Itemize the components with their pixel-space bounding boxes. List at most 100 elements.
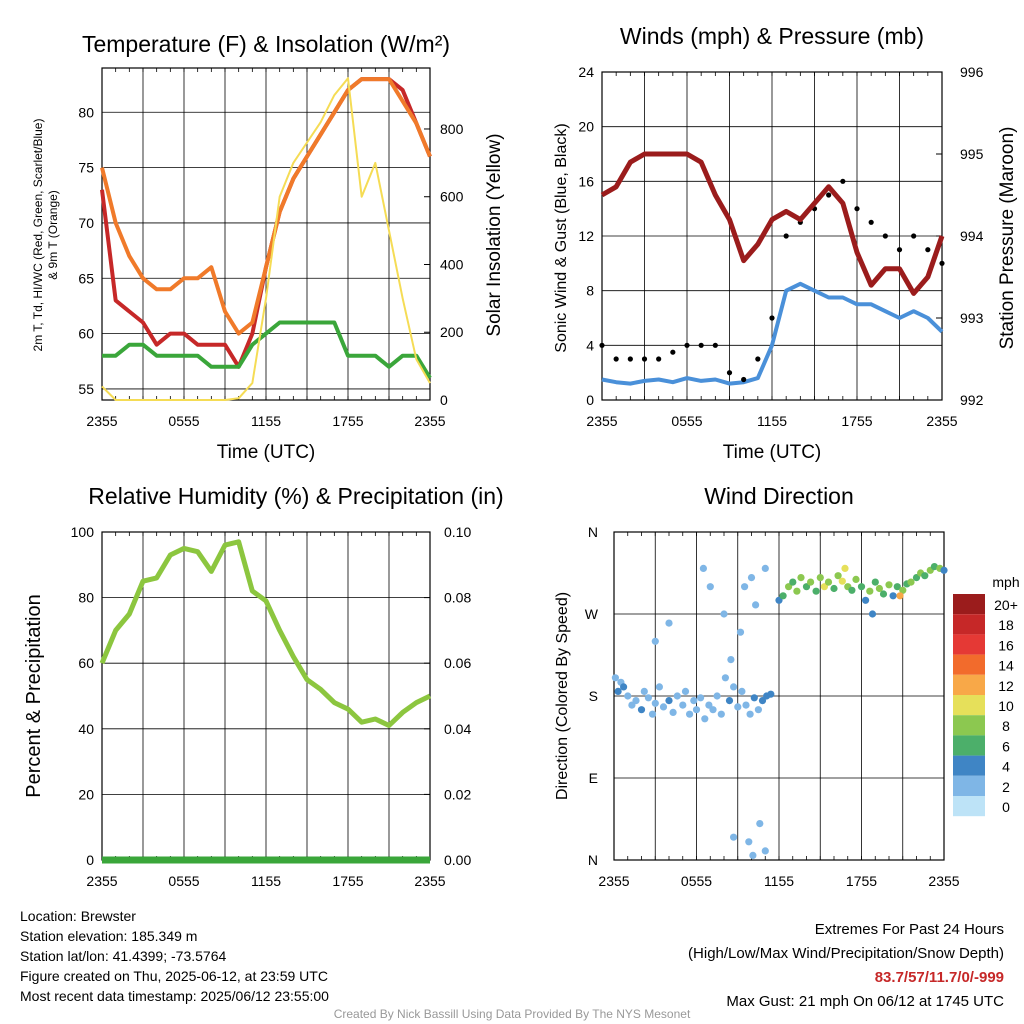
y-tick-label-w: 16 xyxy=(578,173,594,189)
legend-label: 20+ xyxy=(994,597,1018,613)
direction-point xyxy=(747,574,756,582)
x-tick-label-w: 0555 xyxy=(671,413,702,429)
legend-label: 14 xyxy=(998,658,1014,674)
legend-swatch xyxy=(953,695,985,716)
series-line-pressure xyxy=(600,151,945,296)
direction-point xyxy=(706,583,714,591)
elevation-text: Station elevation: 185.349 m xyxy=(20,928,198,944)
x-tick-label-t: 1155 xyxy=(251,413,281,429)
y-tick-label-w: 0 xyxy=(586,392,594,408)
direction-point xyxy=(742,701,750,709)
panel-title-temperature: Temperature (F) & Insolation (W/m²) xyxy=(82,31,450,57)
direction-point xyxy=(637,706,646,714)
y-tick-label-h: 80 xyxy=(78,590,94,606)
x-tick-label-w: 2355 xyxy=(586,413,617,429)
direction-point xyxy=(838,577,846,585)
y2-axis-label-w: Station Pressure (Maroon) xyxy=(997,127,1018,350)
direction-point xyxy=(899,586,907,594)
direction-point xyxy=(862,596,870,604)
gust-point xyxy=(896,247,903,253)
y-tick-label-t: 70 xyxy=(78,215,94,231)
direction-point xyxy=(721,674,730,682)
y-axis-label-t2: & 9m T (Orange) xyxy=(46,190,60,280)
x-tick-label-t: 2355 xyxy=(414,413,445,429)
direction-point xyxy=(802,583,811,591)
direction-point xyxy=(717,710,725,718)
y2-tick-label-t: 800 xyxy=(440,121,464,137)
direction-point xyxy=(857,583,866,591)
direction-point xyxy=(686,710,694,718)
direction-point xyxy=(727,656,735,664)
gust-point xyxy=(826,192,832,198)
y2-tick-label-w: 995 xyxy=(960,146,984,162)
direction-point xyxy=(830,584,838,593)
y2-tick-label-h: 0.00 xyxy=(444,852,471,868)
direction-point xyxy=(699,564,708,573)
direction-point xyxy=(841,564,849,573)
direction-point xyxy=(705,701,713,709)
direction-point xyxy=(681,687,690,696)
extremes-values: 83.7/57/11.7/0/-999 xyxy=(874,969,1004,986)
gust-point xyxy=(656,356,662,362)
x-tick-label-w: 2355 xyxy=(926,413,957,429)
legend-title: mph xyxy=(992,574,1019,590)
direction-point xyxy=(866,587,874,595)
gust-point xyxy=(925,247,931,253)
direction-point xyxy=(651,699,659,707)
y-axis-label-w: Sonic Wind & Gust (Blue, Black) xyxy=(553,123,570,352)
legend-swatch xyxy=(953,796,985,817)
gust-point xyxy=(670,349,676,355)
gust-point xyxy=(911,233,917,239)
y2-tick-label-h: 0.04 xyxy=(444,721,471,737)
direction-point xyxy=(692,706,701,714)
direction-point xyxy=(669,708,677,717)
y-tick-label-d: S xyxy=(589,688,598,704)
legend-label: 8 xyxy=(1002,718,1010,734)
direction-point xyxy=(632,697,640,705)
direction-point xyxy=(834,572,842,580)
y-tick-label-d: N xyxy=(588,852,598,868)
series-line-t-1 xyxy=(100,77,432,336)
direction-point xyxy=(614,687,622,696)
gust-point xyxy=(698,342,704,348)
direction-point xyxy=(848,586,856,594)
direction-point xyxy=(651,637,659,645)
direction-point xyxy=(725,697,734,705)
y2-tick-label-t: 400 xyxy=(440,256,464,272)
direction-point xyxy=(885,581,893,589)
direction-point xyxy=(741,583,749,591)
direction-point xyxy=(690,697,698,705)
y-tick-label-t: 55 xyxy=(78,381,94,397)
legend-swatch xyxy=(953,614,985,635)
direction-point xyxy=(868,610,877,618)
y2-tick-label-w: 996 xyxy=(960,64,984,80)
y-tick-label-d: E xyxy=(589,770,598,786)
x-tick-label-d: 1755 xyxy=(846,873,877,889)
direction-point xyxy=(879,590,888,598)
direction-point xyxy=(648,710,657,718)
x-tick-label-d: 2355 xyxy=(928,873,959,889)
x-tick-label-h: 1755 xyxy=(332,873,363,889)
direction-point xyxy=(912,574,921,582)
panel-title-winds: Winds (mph) & Pressure (mb) xyxy=(620,23,924,49)
y2-tick-label-h: 0.02 xyxy=(444,786,471,802)
direction-point xyxy=(930,563,939,571)
y-tick-label-h: 60 xyxy=(78,655,94,671)
direction-point xyxy=(875,584,884,593)
series-line-t-2 xyxy=(102,320,432,379)
x-tick-label-h: 2355 xyxy=(414,873,445,889)
x-tick-label-h: 2355 xyxy=(86,873,117,889)
gust-point xyxy=(769,315,775,321)
y-tick-label-h: 0 xyxy=(86,852,94,868)
legend-swatch xyxy=(953,775,985,796)
gust-point xyxy=(684,342,690,348)
gust-point xyxy=(783,233,789,239)
location-text: Location: Brewster xyxy=(20,908,136,924)
direction-point xyxy=(785,583,793,591)
direction-point xyxy=(893,583,901,591)
legend-swatch xyxy=(953,594,985,615)
legend-swatch xyxy=(953,654,985,675)
series-line-h-0 xyxy=(99,539,432,728)
legend-label: 2 xyxy=(1002,779,1010,795)
direction-point xyxy=(679,701,687,709)
